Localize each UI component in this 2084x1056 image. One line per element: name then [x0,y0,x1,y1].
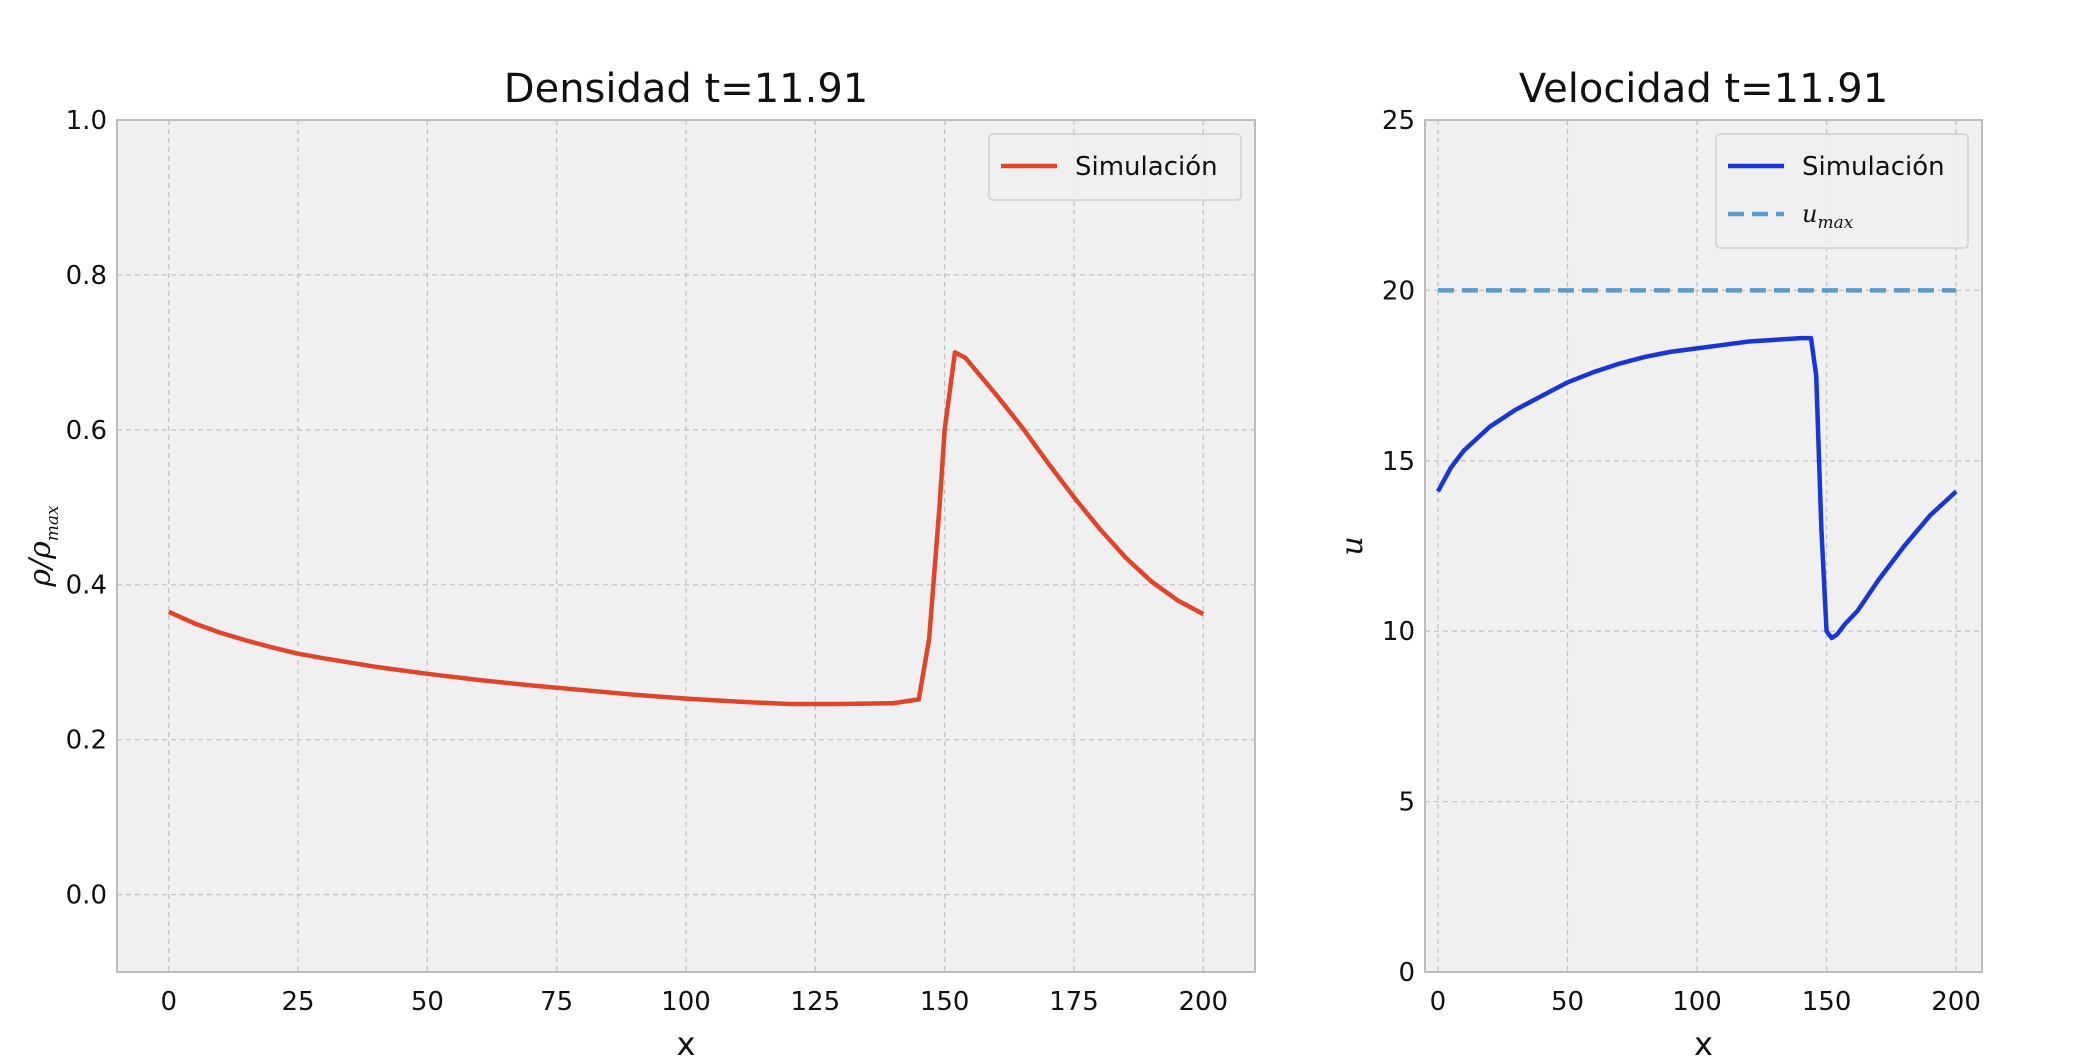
chart-panel-2: 0 50 100 150 200 0 5 10 15 20 25 Velocidad t=11.91 x… [1335,66,1983,1056]
plot-frame [116,119,1256,973]
y-tick-label: 20 [1382,276,1415,306]
y-tick-label: 0.8 [66,261,107,291]
x-tick-label: 50 [1551,987,1584,1017]
legend-label-base: u [1802,200,1817,228]
y-tick-label: 25 [1382,106,1415,136]
y-tick-label: 0.2 [66,726,107,756]
y-axis-label-base: ρ/ρ [23,541,58,588]
x-axis-label: x [677,1025,696,1056]
y-axis-label: ρ/ρmax [23,505,63,588]
chart-panel-1: 0 25 50 75 100 125 150 175 200 0.0 0.2 0.4 0.6 0.8 1.0… [23,66,1256,1056]
legend-label-2: umax [1802,200,1854,233]
y-tick-label: 15 [1382,447,1415,477]
y-axis-label-sub: max [43,505,63,541]
y-tick-label: 0 [1398,958,1415,988]
chart-title: Densidad t=11.91 [504,66,868,112]
series-line-1 [167,350,1205,707]
x-tick-label: 0 [1430,987,1447,1017]
y-tick-label: 0.0 [66,881,107,911]
legend-label-1: Simulación [1802,152,1945,182]
y-tick-label: 1.0 [66,106,107,136]
y-axis-label: u [1335,536,1370,555]
series-line-1 [1435,335,1958,641]
y-tick-label: 0.6 [66,416,107,446]
plot-area [1425,120,1982,972]
series-group [167,350,1205,707]
legend: Simulación umax [1715,133,1969,249]
series-group [1435,288,1958,641]
x-tick-label: 50 [411,987,444,1017]
y-tick-label: 5 [1398,788,1415,818]
legend-box [1715,133,1969,249]
legend-label-1: Simulación [1075,152,1218,182]
x-tick-label: 200 [1931,987,1981,1017]
chart-title: Velocidad t=11.91 [1519,66,1888,112]
plot-frame [1424,119,1983,973]
x-tick-label: 125 [790,987,840,1017]
x-tick-label: 150 [920,987,970,1017]
x-tick-label: 100 [1672,987,1722,1017]
x-tick-label: 0 [160,987,177,1017]
x-tick-label: 75 [540,987,573,1017]
legend-label-sub: max [1817,213,1853,233]
x-tick-label: 150 [1802,987,1852,1017]
x-tick-label: 100 [661,987,711,1017]
y-tick-label: 10 [1382,617,1415,647]
y-tick-label: 0.4 [66,571,107,601]
x-tick-label: 175 [1049,987,1099,1017]
x-tick-label: 200 [1178,987,1228,1017]
x-tick-label: 25 [281,987,314,1017]
x-axis-label: x [1694,1025,1713,1056]
legend: Simulación [988,133,1242,201]
legend-box [988,133,1242,201]
